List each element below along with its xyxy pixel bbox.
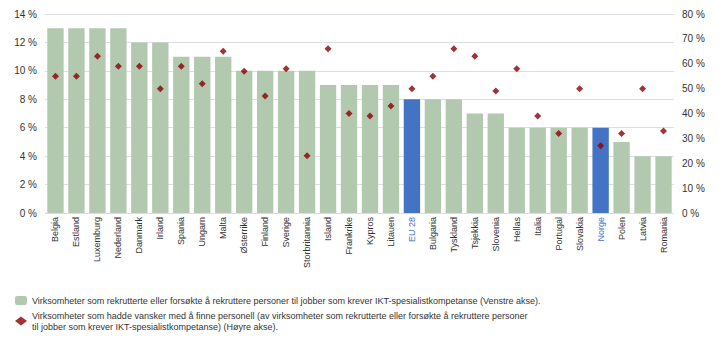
svg-text:80 %: 80 % — [682, 9, 705, 20]
svg-text:10 %: 10 % — [682, 183, 705, 194]
svg-text:4 %: 4 % — [20, 151, 37, 162]
svg-text:Storbritannia: Storbritannia — [302, 217, 312, 268]
svg-text:Danmark: Danmark — [134, 217, 144, 254]
svg-text:0 %: 0 % — [682, 208, 699, 219]
svg-text:Litauen: Litauen — [386, 217, 396, 247]
svg-text:Romania: Romania — [659, 217, 669, 253]
svg-text:EU 28: EU 28 — [407, 217, 417, 242]
svg-text:Polen: Polen — [617, 217, 627, 240]
svg-text:70 %: 70 % — [682, 33, 705, 44]
svg-text:Tsjekkia: Tsjekkia — [470, 217, 480, 249]
svg-text:Kypros: Kypros — [365, 217, 375, 246]
svg-text:Frankrike: Frankrike — [344, 217, 354, 255]
svg-text:2 %: 2 % — [20, 179, 37, 190]
svg-text:10 %: 10 % — [14, 65, 37, 76]
svg-text:Slovakia: Slovakia — [575, 217, 585, 251]
svg-text:Virksomheter som rekrutterte e: Virksomheter som rekrutterte eller forsø… — [32, 296, 541, 306]
svg-text:12 %: 12 % — [14, 37, 37, 48]
svg-text:6 %: 6 % — [20, 122, 37, 133]
svg-text:Hellas: Hellas — [512, 217, 522, 243]
svg-text:til jobber som krever IKT-spes: til jobber som krever IKT-spesialistkomp… — [32, 322, 278, 332]
svg-text:Ungarn: Ungarn — [197, 217, 207, 247]
svg-text:Østerrike: Østerrike — [239, 217, 249, 254]
svg-text:Slovenia: Slovenia — [491, 217, 501, 252]
svg-text:60 %: 60 % — [682, 58, 705, 69]
svg-text:Tyskland: Tyskland — [449, 217, 459, 253]
svg-text:Virksomheter som hadde vansker: Virksomheter som hadde vansker med å fin… — [32, 311, 528, 321]
svg-text:14 %: 14 % — [14, 9, 37, 20]
svg-text:Malta: Malta — [218, 217, 228, 239]
svg-text:40 %: 40 % — [682, 108, 705, 119]
svg-text:Latvia: Latvia — [638, 217, 648, 241]
svg-text:Portugal: Portugal — [554, 217, 564, 251]
svg-text:Spania: Spania — [176, 217, 186, 245]
svg-text:20 %: 20 % — [682, 158, 705, 169]
svg-text:30 %: 30 % — [682, 133, 705, 144]
svg-text:Island: Island — [323, 217, 333, 241]
svg-text:0 %: 0 % — [20, 208, 37, 219]
svg-text:Irland: Irland — [155, 217, 165, 240]
svg-text:Sverige: Sverige — [281, 217, 291, 248]
svg-text:Nederland: Nederland — [113, 217, 123, 259]
svg-text:Bulgaria: Bulgaria — [428, 217, 438, 250]
svg-text:Italia: Italia — [533, 217, 543, 236]
svg-text:50 %: 50 % — [682, 83, 705, 94]
svg-text:Belgia: Belgia — [50, 217, 60, 242]
svg-text:8 %: 8 % — [20, 94, 37, 105]
svg-text:Estland: Estland — [71, 217, 81, 247]
svg-text:Luxemburg: Luxemburg — [92, 217, 102, 262]
svg-text:Finland: Finland — [260, 217, 270, 247]
svg-text:Norge: Norge — [596, 217, 606, 242]
